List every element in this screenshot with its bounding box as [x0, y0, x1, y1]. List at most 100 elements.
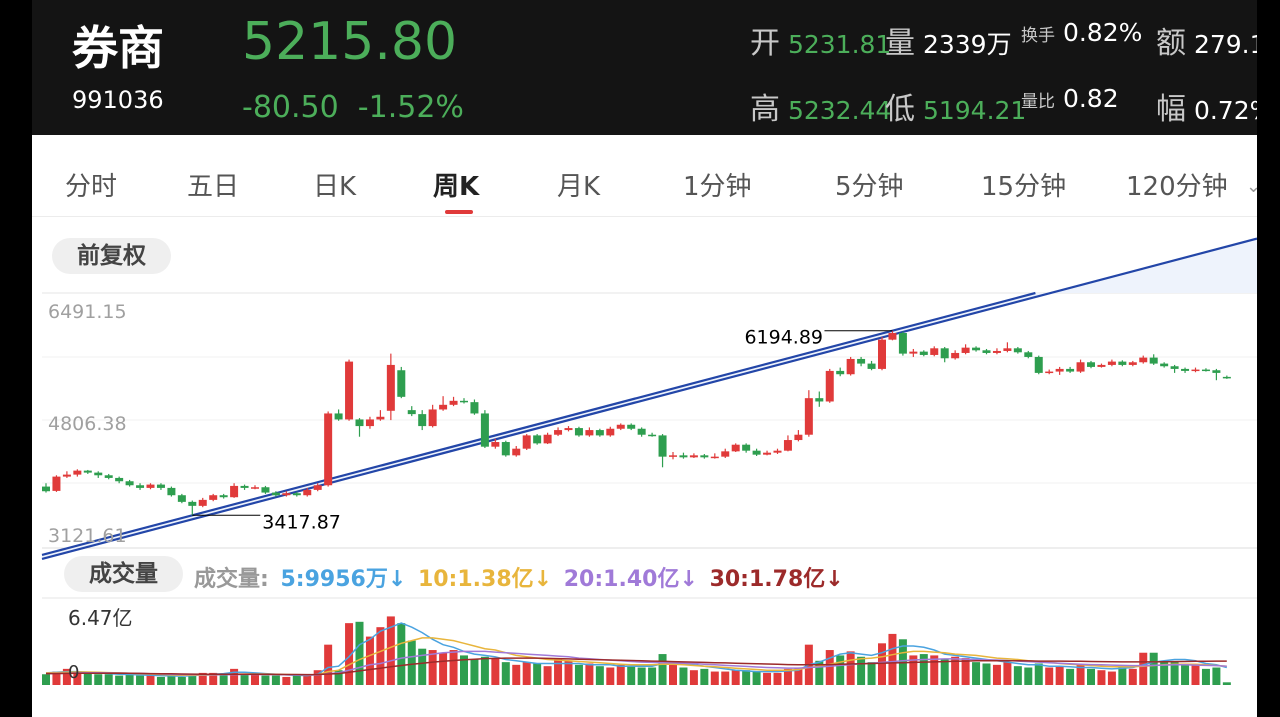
candle-body — [1170, 366, 1179, 369]
candle-body — [783, 440, 792, 451]
volume-bar — [1013, 666, 1022, 685]
candle-body — [1066, 368, 1075, 372]
tab-1min[interactable]: 1分钟 — [683, 172, 752, 202]
volume-bar — [460, 655, 468, 685]
ma5-label: 5:9956万↓ — [280, 567, 407, 592]
volume-bar — [198, 672, 207, 685]
candle-body — [376, 416, 385, 420]
volume-bar — [992, 664, 1001, 685]
tab-five-day[interactable]: 五日 — [187, 172, 240, 202]
volume-bar — [888, 633, 897, 685]
candle-body — [1076, 362, 1085, 372]
volume-bar — [1055, 666, 1064, 685]
candle-body — [1087, 362, 1095, 367]
candle-body — [616, 424, 625, 429]
candle-body — [480, 413, 489, 447]
volume-bar — [522, 662, 531, 685]
high-price-label: 6194.89 — [744, 327, 823, 349]
candle-body — [898, 333, 907, 354]
tab-monthly-k[interactable]: 月K — [557, 172, 601, 202]
app-window: 券商 991036 5215.80 -80.50 -1.52% 开 5231.8… — [32, 0, 1257, 717]
volume-bar — [627, 666, 636, 685]
tab-daily-k[interactable]: 日K — [313, 172, 357, 202]
tab-120min[interactable]: 120分钟 — [1126, 172, 1228, 202]
candle-body — [1055, 368, 1064, 372]
volume-bar — [1003, 662, 1012, 685]
candle-body — [230, 485, 239, 498]
volume-bar — [700, 668, 709, 685]
volume-indicator-button[interactable]: 成交量 — [64, 556, 183, 592]
chevron-down-icon[interactable]: ⌄ — [1246, 176, 1257, 197]
volume-bar — [982, 663, 991, 685]
volume-bar — [418, 648, 427, 685]
volume-bar — [773, 672, 782, 685]
candle-body — [407, 410, 416, 415]
volume-bar — [857, 656, 866, 685]
volume-bar — [115, 675, 124, 685]
candle-body — [1191, 369, 1200, 372]
volume-bar — [1139, 652, 1148, 685]
candle-body — [386, 364, 395, 411]
volume-bar — [1170, 662, 1179, 685]
volume-bar — [1087, 668, 1095, 685]
candle-body — [324, 413, 333, 486]
volume-bar — [303, 675, 312, 685]
volume-bar — [491, 658, 500, 685]
volume-bar — [271, 675, 280, 685]
volume-bar — [1191, 664, 1200, 685]
volume-bar — [345, 623, 354, 685]
volume-bar — [533, 663, 542, 685]
candle-body — [982, 350, 991, 353]
candle-body — [543, 434, 552, 444]
candle-body — [846, 358, 855, 375]
volume-bar — [324, 644, 333, 685]
candle-body — [1160, 363, 1169, 367]
volume-bar — [648, 667, 657, 685]
ma20-label: 20:1.40亿↓ — [563, 567, 698, 592]
candle-body — [397, 370, 406, 397]
candle-body — [1201, 369, 1210, 372]
candle-body — [146, 484, 155, 488]
tab-15min[interactable]: 15分钟 — [981, 172, 1067, 202]
volume-bar — [209, 672, 218, 685]
volume-bar — [94, 674, 103, 685]
volume-ma-legend: 成交量: 5:9956万↓ 10:1.38亿↓ 20:1.40亿↓ 30:1.7… — [194, 561, 848, 593]
candle-body — [428, 409, 437, 427]
volume-bar — [1149, 652, 1158, 685]
candle-body — [804, 398, 813, 435]
volume-bar — [501, 662, 510, 685]
volume-bar — [815, 660, 824, 685]
volume-bar — [52, 671, 61, 685]
volume-bar — [1212, 667, 1221, 685]
price-axis-label: 4806.38 — [48, 413, 127, 435]
candle-body — [909, 351, 918, 354]
tab-weekly-k[interactable]: 周K — [433, 172, 480, 202]
period-tabs: 分时 五日 日K 周K 月K 1分钟 5分钟 15分钟 120分钟 ⌄ — [32, 150, 1257, 217]
volume-ma30-line — [46, 657, 1227, 676]
volume-bar — [1222, 682, 1231, 685]
volume-bar — [376, 627, 385, 685]
candle-body — [209, 495, 218, 500]
volume-bar — [240, 674, 249, 685]
field-volume: 量 2339万 — [885, 18, 1012, 62]
tab-intraday[interactable]: 分时 — [65, 172, 118, 202]
volume-bar — [251, 674, 259, 685]
tab-5min[interactable]: 5分钟 — [835, 172, 904, 202]
candle-body — [1149, 357, 1158, 364]
active-tab-indicator — [445, 210, 473, 214]
candle-body — [888, 333, 897, 340]
candle-body — [512, 448, 521, 456]
volume-bar — [1181, 663, 1190, 685]
candle-body — [522, 435, 531, 449]
candle-body — [136, 485, 145, 488]
volume-bar — [1107, 671, 1116, 685]
volume-bar — [940, 659, 949, 685]
candle-body — [585, 430, 594, 436]
candle-body — [992, 350, 1001, 353]
volume-axis-zero-label: 0 — [68, 662, 79, 683]
volume-bar — [188, 674, 197, 685]
candle-body — [83, 470, 92, 473]
candle-body — [271, 492, 280, 496]
adjust-button[interactable]: 前复权 — [52, 238, 171, 274]
volume-bar — [867, 662, 876, 685]
